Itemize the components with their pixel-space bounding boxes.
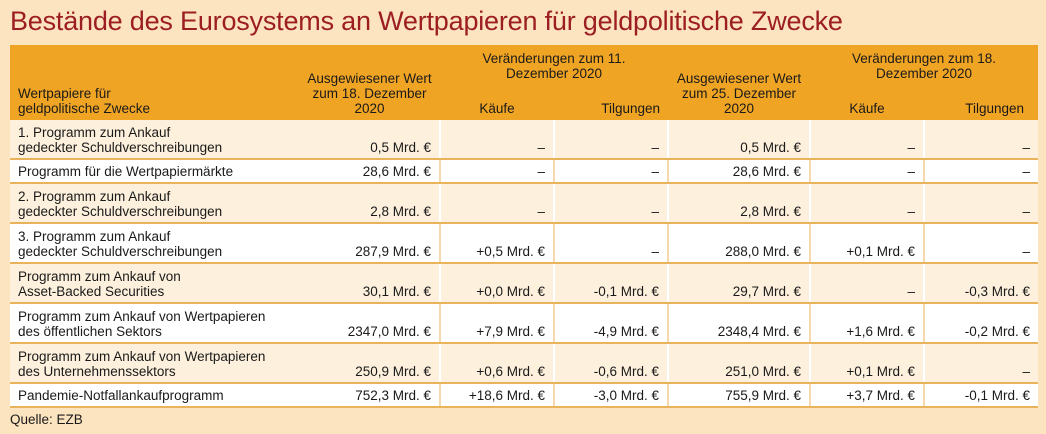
- header-redemptions-2: Tilgungen: [965, 101, 1024, 116]
- source-note: Quelle: EZB: [10, 412, 83, 427]
- header-changes-11-dec: Veränderungen zum 11. Dezember 2020: [482, 51, 626, 81]
- cell-redemptions-18-dec: -0,3 Mrd. €: [923, 263, 1038, 304]
- cell-value-18-dec: 30,1 Mrd. €: [290, 263, 440, 304]
- table-row: 3. Programm zum Ankauf gedeckter Schuldv…: [10, 223, 1038, 264]
- cell-programme: 2. Programm zum Ankauf gedeckter Schuldv…: [10, 183, 290, 224]
- cell-value-25-dec: 288,0 Mrd. €: [667, 223, 810, 264]
- cell-redemptions-11-dec: –: [553, 120, 668, 160]
- cell-value-18-dec: 28,6 Mrd. €: [290, 159, 440, 184]
- cell-redemptions-18-dec: –: [923, 183, 1038, 224]
- cell-purchases-18-dec: +0,1 Mrd. €: [809, 343, 924, 384]
- cell-purchases-18-dec: –: [809, 263, 924, 304]
- cell-value-18-dec: 2,8 Mrd. €: [290, 183, 440, 224]
- cell-value-25-dec: 251,0 Mrd. €: [667, 343, 810, 384]
- page-title: Bestände des Eurosystems an Wertpapieren…: [10, 6, 843, 36]
- cell-redemptions-11-dec: -4,9 Mrd. €: [553, 303, 668, 344]
- cell-programme: Programm für die Wertpapiermärkte: [10, 159, 290, 184]
- cell-programme: Programm zum Ankauf von Wertpapieren des…: [10, 343, 290, 384]
- cell-programme: 3. Programm zum Ankauf gedeckter Schuldv…: [10, 223, 290, 264]
- cell-value-18-dec: 2347,0 Mrd. €: [290, 303, 440, 344]
- cell-value-18-dec: 0,5 Mrd. €: [290, 120, 440, 160]
- header-changes-18-dec: Veränderungen zum 18. Dezember 2020: [851, 51, 997, 81]
- cell-redemptions-11-dec: –: [553, 183, 668, 224]
- header-purchases-2: Käufe: [849, 101, 885, 116]
- header-value-25-dec: Ausgewiesener Wert zum 25. Dezember 2020: [676, 71, 802, 116]
- cell-value-25-dec: 2348,4 Mrd. €: [667, 303, 810, 344]
- table-row: Programm für die Wertpapiermärkte 28,6 Mr…: [10, 159, 1038, 184]
- table-row: 1. Programm zum Ankauf gedeckter Schuldv…: [10, 120, 1038, 160]
- cell-redemptions-11-dec: –: [553, 223, 668, 264]
- cell-purchases-11-dec: +0,5 Mrd. €: [439, 223, 554, 264]
- cell-purchases-18-dec: +0,1 Mrd. €: [809, 223, 924, 264]
- cell-redemptions-11-dec: -0,6 Mrd. €: [553, 343, 668, 384]
- header-redemptions-1: Tilgungen: [601, 101, 660, 116]
- cell-purchases-11-dec: –: [439, 120, 554, 160]
- cell-value-25-dec: 755,9 Mrd. €: [667, 383, 810, 408]
- cell-redemptions-18-dec: –: [923, 223, 1038, 264]
- cell-value-18-dec: 250,9 Mrd. €: [290, 343, 440, 384]
- cell-redemptions-18-dec: -0,1 Mrd. €: [923, 383, 1038, 408]
- cell-redemptions-18-dec: –: [923, 159, 1038, 184]
- securities-table: Wertpapiere für geldpolitische Zwecke Au…: [10, 45, 1038, 408]
- cell-redemptions-11-dec: -0,1 Mrd. €: [553, 263, 668, 304]
- cell-purchases-18-dec: –: [809, 120, 924, 160]
- cell-purchases-11-dec: –: [439, 159, 554, 184]
- cell-purchases-11-dec: +0,0 Mrd. €: [439, 263, 554, 304]
- cell-value-25-dec: 28,6 Mrd. €: [667, 159, 810, 184]
- cell-purchases-11-dec: –: [439, 183, 554, 224]
- cell-purchases-18-dec: +3,7 Mrd. €: [809, 383, 924, 408]
- cell-redemptions-11-dec: –: [553, 159, 668, 184]
- cell-programme: Programm zum Ankauf von Asset-Backed Sec…: [10, 263, 290, 304]
- table-row: Programm zum Ankauf von Wertpapieren des…: [10, 343, 1038, 384]
- cell-purchases-18-dec: +1,6 Mrd. €: [809, 303, 924, 344]
- cell-programme: 1. Programm zum Ankauf gedeckter Schuldv…: [10, 120, 290, 160]
- cell-value-25-dec: 0,5 Mrd. €: [667, 120, 810, 160]
- header-purchases-1: Käufe: [479, 101, 515, 116]
- cell-value-18-dec: 287,9 Mrd. €: [290, 223, 440, 264]
- cell-redemptions-18-dec: -0,2 Mrd. €: [923, 303, 1038, 344]
- cell-redemptions-18-dec: –: [923, 120, 1038, 160]
- cell-purchases-18-dec: –: [809, 159, 924, 184]
- header-securities: Wertpapiere für geldpolitische Zwecke: [18, 86, 151, 116]
- cell-programme: Pandemie-Notfallankaufprogramm: [10, 383, 290, 408]
- cell-redemptions-11-dec: -3,0 Mrd. €: [553, 383, 668, 408]
- cell-value-25-dec: 29,7 Mrd. €: [667, 263, 810, 304]
- table-row: Pandemie-Notfallankaufprogramm 752,3 Mrd.…: [10, 383, 1038, 408]
- cell-purchases-11-dec: +18,6 Mrd. €: [439, 383, 554, 408]
- cell-purchases-11-dec: +7,9 Mrd. €: [439, 303, 554, 344]
- table-row: Programm zum Ankauf von Wertpapieren des…: [10, 303, 1038, 344]
- cell-value-25-dec: 2,8 Mrd. €: [667, 183, 810, 224]
- header-value-18-dec: Ausgewiesener Wert zum 18. Dezember 2020: [307, 71, 432, 116]
- table-row: 2. Programm zum Ankauf gedeckter Schuldv…: [10, 183, 1038, 224]
- cell-value-18-dec: 752,3 Mrd. €: [290, 383, 440, 408]
- cell-programme: Programm zum Ankauf von Wertpapieren des…: [10, 303, 290, 344]
- cell-purchases-11-dec: +0,6 Mrd. €: [439, 343, 554, 384]
- cell-purchases-18-dec: –: [809, 183, 924, 224]
- cell-redemptions-18-dec: –: [923, 343, 1038, 384]
- table-row: Programm zum Ankauf von Asset-Backed Sec…: [10, 263, 1038, 304]
